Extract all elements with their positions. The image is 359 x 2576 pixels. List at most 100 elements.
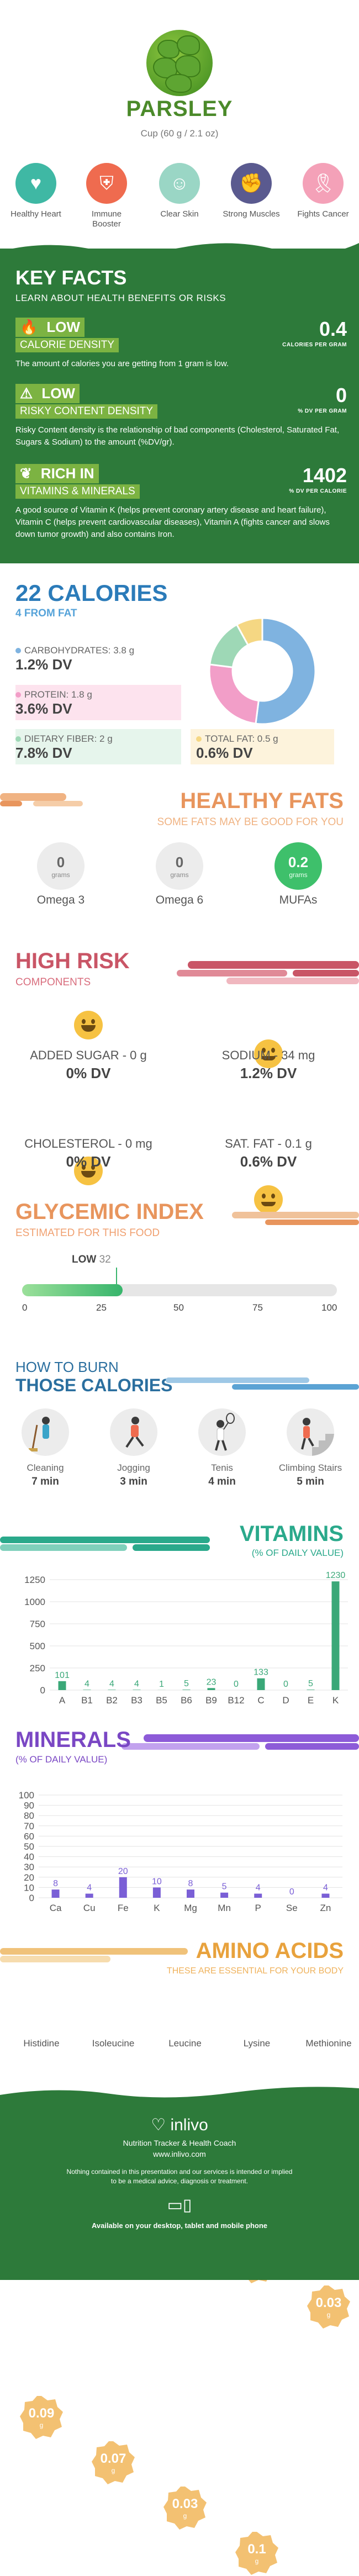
bar-zn — [321, 1894, 329, 1898]
gi-marker — [116, 1268, 117, 1284]
amino-label: Histidine — [6, 2038, 77, 2049]
y-tick-label: 60 — [24, 1831, 34, 1841]
amino-unit: g — [255, 2557, 259, 2565]
gi-tick: 50 — [173, 1302, 184, 1313]
y-tick-label: 20 — [24, 1872, 34, 1883]
gi-tick: 0 — [22, 1302, 27, 1313]
bar-value-label: 101 — [55, 1671, 70, 1680]
nutrient-fat: TOTAL FAT: 0.5 g 0.6% DV — [191, 729, 334, 764]
nutrient-fiber: DIETARY FIBER: 2 g 7.8% DV — [15, 729, 181, 764]
footer-url[interactable]: www.inlivo.com — [0, 2150, 359, 2158]
gi-fill — [22, 1284, 123, 1296]
benefit-clear-skin: ☺ Clear Skin — [149, 163, 210, 219]
fact-risky-content: ⚠LOW RISKY CONTENT DENSITY 0 % DV PER GR… — [15, 384, 347, 448]
y-tick-label: 40 — [24, 1852, 34, 1862]
gi-tick: 25 — [96, 1302, 107, 1313]
risk-sugar-label: ADDED SUGAR - 0 g — [6, 1048, 171, 1063]
tennis-icon — [198, 1408, 246, 1456]
x-tick-label: Mn — [218, 1903, 231, 1913]
bar-c — [257, 1678, 265, 1690]
risk-decoration — [177, 961, 359, 994]
warning-icon: ⚠ — [15, 384, 37, 403]
footer-tagline: Nutrition Tracker & Health Coach — [0, 2139, 359, 2147]
y-tick-label: 100 — [19, 1790, 34, 1801]
bar-value-label: 0 — [283, 1680, 288, 1689]
amino-value: 0.09 — [29, 2406, 55, 2421]
nutrient-protein: PROTEIN: 1.8 g 3.6% DV — [15, 685, 181, 720]
footer-brand[interactable]: ♡ inlivo — [0, 2115, 359, 2135]
risk-cholesterol-value: 0% DV — [6, 1153, 171, 1170]
calories-subtitle: 4 FROM FAT — [15, 608, 77, 620]
x-tick-label: K — [332, 1695, 339, 1706]
fact-calorie-density: 🔥LOW CALORIE DENSITY 0.4 CALORIES PER GR… — [15, 318, 347, 370]
bar-value-label: 8 — [53, 1879, 58, 1888]
x-tick-label: Zn — [320, 1903, 331, 1913]
bar-value-label: 1 — [159, 1680, 164, 1689]
stairs-icon — [287, 1408, 334, 1456]
fats-subtitle: SOME FATS MAY BE GOOD FOR YOU — [157, 816, 344, 828]
vitamins-bar-chart: 025050075010001250101A4B14B24B31B55B623B… — [0, 1569, 359, 1723]
amino-label: Lysine — [221, 2038, 293, 2049]
bar-value-label: 0 — [289, 1887, 294, 1897]
parsley-image — [146, 30, 213, 96]
vitamins-decoration — [0, 1537, 221, 1559]
x-tick-label: K — [154, 1903, 160, 1913]
minerals-decoration — [122, 1734, 359, 1756]
amino-label: Isoleucine — [77, 2038, 149, 2049]
omega6-label: Omega 6 — [141, 894, 218, 907]
omega3-label: Omega 3 — [22, 894, 99, 907]
amino-unit: g — [327, 2311, 331, 2319]
benefit-fights-cancer: 🎗 Fights Cancer — [293, 163, 353, 219]
bar-value-label: 0 — [234, 1680, 239, 1689]
fact-vitamins-minerals: ❦RICH IN VITAMINS & MINERALS 1402 % DV P… — [15, 464, 347, 541]
y-tick-label: 250 — [30, 1663, 45, 1674]
bar-k — [332, 1581, 340, 1690]
amino-value: 0.03 — [172, 2496, 198, 2512]
x-tick-label: B6 — [181, 1695, 192, 1706]
x-tick-label: C — [257, 1695, 264, 1706]
bar-b9 — [208, 1688, 215, 1690]
heart-logo-icon: ♡ — [151, 2116, 166, 2134]
risk-subtitle: COMPONENTS — [15, 976, 91, 989]
minerals-subtitle: (% OF DAILY VALUE) — [15, 1754, 107, 1765]
x-tick-label: Mg — [184, 1903, 197, 1913]
y-tick-label: 90 — [24, 1801, 34, 1811]
benefit-strong-muscles: ✊ Strong Muscles — [221, 163, 282, 219]
x-tick-label: B3 — [131, 1695, 142, 1706]
devices-icon: ▭▯ — [0, 2195, 359, 2215]
gi-subtitle: ESTIMATED FOR THIS FOOD — [15, 1227, 160, 1239]
nutrient-carbs: CARBOHYDRATES: 3.8 g 1.2% DV — [15, 641, 181, 676]
x-tick-label: Fe — [118, 1903, 129, 1913]
x-tick-label: D — [282, 1695, 289, 1706]
x-tick-label: P — [255, 1903, 261, 1913]
gi-decoration — [232, 1210, 359, 1232]
amino-decoration — [0, 1947, 199, 1967]
minerals-title: MINERALS — [15, 1728, 131, 1752]
x-tick-label: B5 — [156, 1695, 167, 1706]
bar-value-label: 4 — [134, 1679, 139, 1688]
x-tick-label: B9 — [205, 1695, 217, 1706]
burn-decoration — [166, 1375, 359, 1392]
shield-icon: ⛨ — [86, 163, 127, 204]
burn-title-1: HOW TO BURN — [15, 1359, 119, 1376]
calories-title: 22 CALORIES — [15, 580, 167, 606]
bar-value-label: 5 — [222, 1882, 227, 1892]
mufa-label: MUFAs — [260, 894, 337, 907]
bar-value-label: 4 — [256, 1883, 261, 1893]
bar-fe — [119, 1877, 127, 1898]
vitamins-title: VITAMINS — [240, 1522, 344, 1546]
amino-unit: g — [40, 2421, 44, 2429]
footer-disclaimer-2: to be a medical advice, diagnosis or tre… — [0, 2177, 359, 2185]
fats-title: HEALTHY FATS — [180, 789, 344, 814]
happy-face-icon — [74, 1011, 103, 1039]
donut-slice-carbohydrates — [256, 618, 315, 724]
gi-tick: 75 — [252, 1302, 263, 1313]
